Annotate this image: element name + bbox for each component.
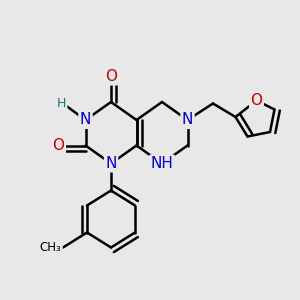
Text: NH: NH	[151, 156, 173, 171]
Text: O: O	[250, 93, 262, 108]
Text: N: N	[80, 112, 91, 128]
Text: H: H	[57, 97, 66, 110]
Text: O: O	[105, 69, 117, 84]
Text: N: N	[182, 112, 193, 128]
Text: N: N	[105, 156, 117, 171]
Text: CH₃: CH₃	[40, 241, 62, 254]
Text: O: O	[52, 138, 64, 153]
